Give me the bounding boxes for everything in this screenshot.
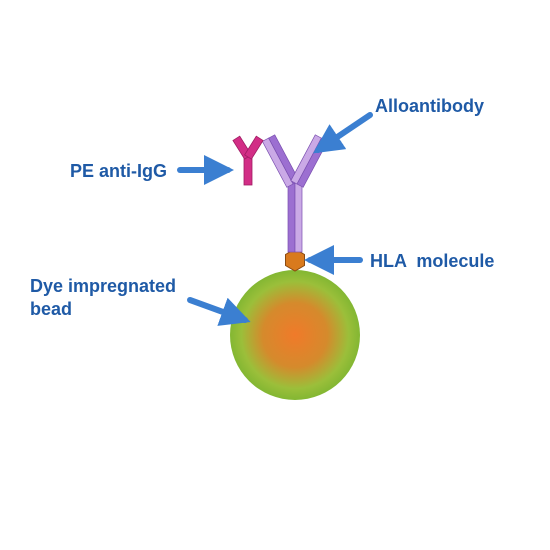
pe-anti-igg-icon — [233, 136, 263, 185]
diagram-stage: PE anti-IgG Alloantibody HLA molecule Dy… — [0, 0, 550, 550]
bead-icon — [230, 270, 360, 400]
label-hla-molecule: HLA molecule — [370, 250, 494, 273]
label-alloantibody: Alloantibody — [375, 95, 484, 118]
label-bead: Dye impregnated bead — [30, 275, 176, 320]
label-pe-anti-igg: PE anti-IgG — [70, 160, 167, 183]
